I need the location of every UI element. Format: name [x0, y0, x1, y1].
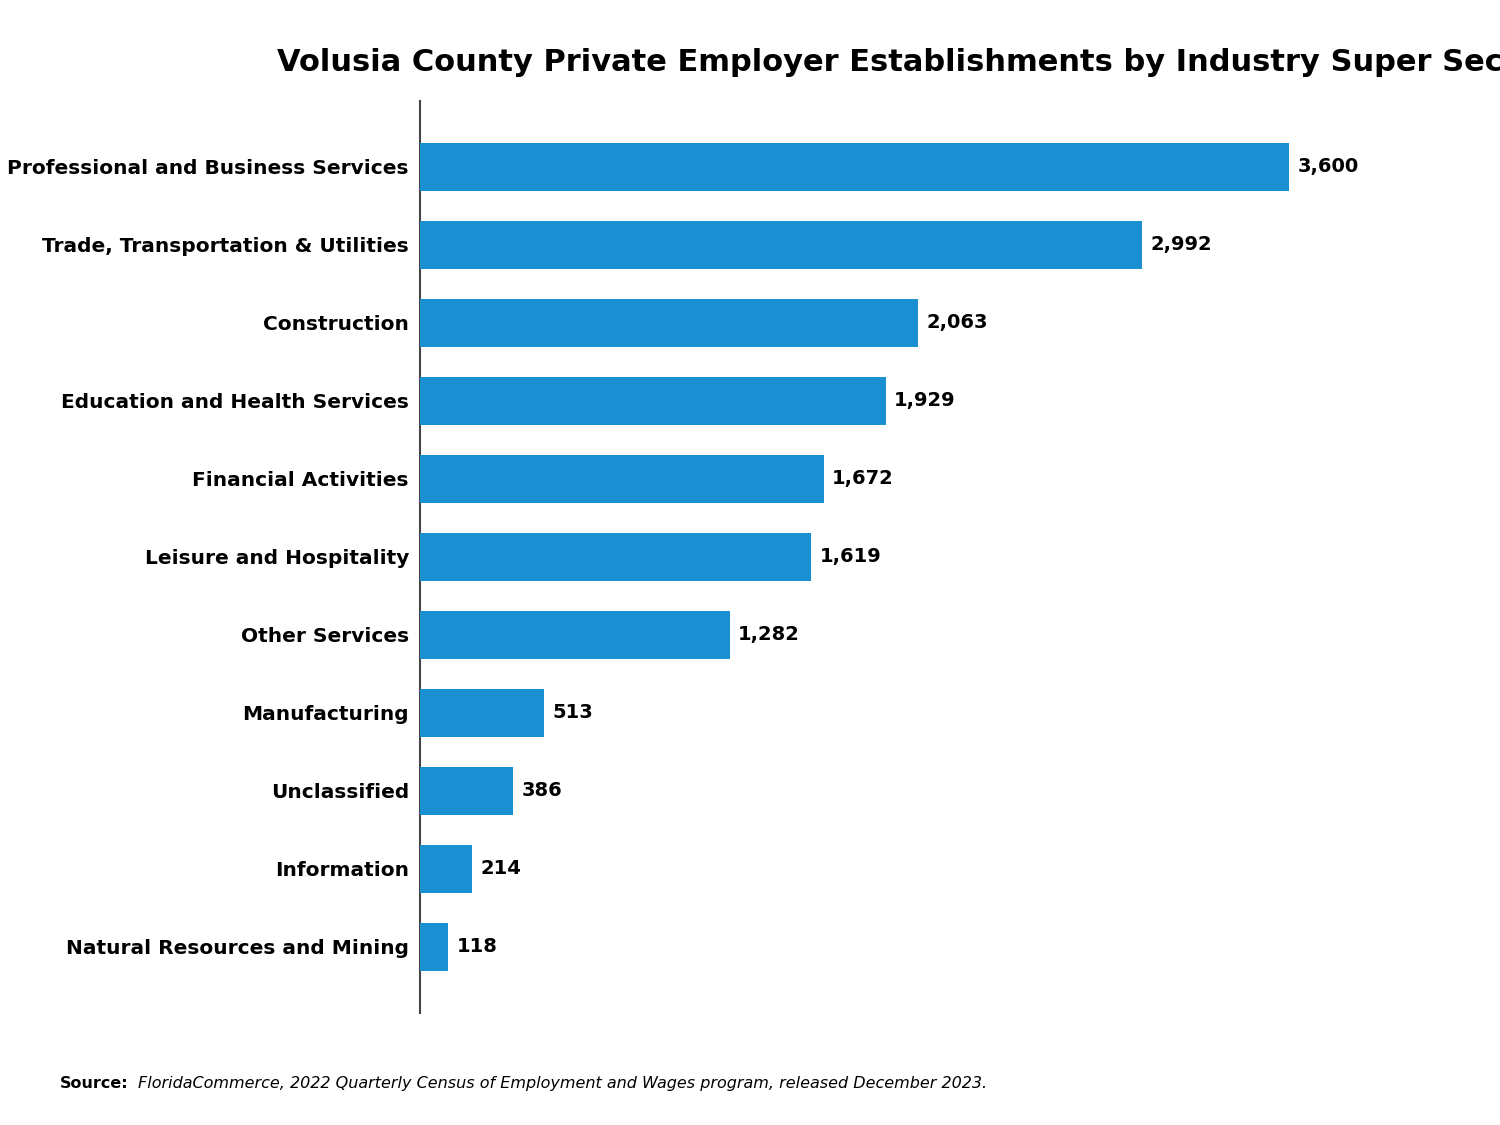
Bar [420, 611, 729, 659]
Bar [420, 922, 448, 971]
Text: 118: 118 [458, 937, 498, 956]
Text: 214: 214 [480, 860, 520, 879]
Text: 1,929: 1,929 [894, 392, 956, 411]
Bar [420, 143, 1290, 191]
Bar [420, 845, 471, 893]
Text: FloridaCommerce, 2022 Quarterly Census of Employment and Wages program, released: FloridaCommerce, 2022 Quarterly Census o… [138, 1077, 987, 1091]
Text: Source:: Source: [60, 1077, 129, 1091]
Bar [420, 455, 824, 503]
Text: 386: 386 [522, 782, 562, 800]
Text: 1,619: 1,619 [819, 548, 880, 566]
Bar [420, 533, 812, 580]
Bar [420, 377, 886, 425]
Bar [420, 298, 918, 346]
Text: 2,063: 2,063 [927, 314, 988, 332]
Bar [420, 220, 1143, 269]
Bar [420, 767, 513, 816]
Title: Volusia County Private Employer Establishments by Industry Super Sector: Volusia County Private Employer Establis… [278, 47, 1500, 76]
Text: 513: 513 [552, 703, 592, 722]
Text: 1,672: 1,672 [833, 469, 894, 488]
Text: 2,992: 2,992 [1150, 235, 1212, 254]
Text: 1,282: 1,282 [738, 626, 800, 645]
Bar [420, 688, 544, 737]
Text: 3,600: 3,600 [1298, 158, 1359, 177]
